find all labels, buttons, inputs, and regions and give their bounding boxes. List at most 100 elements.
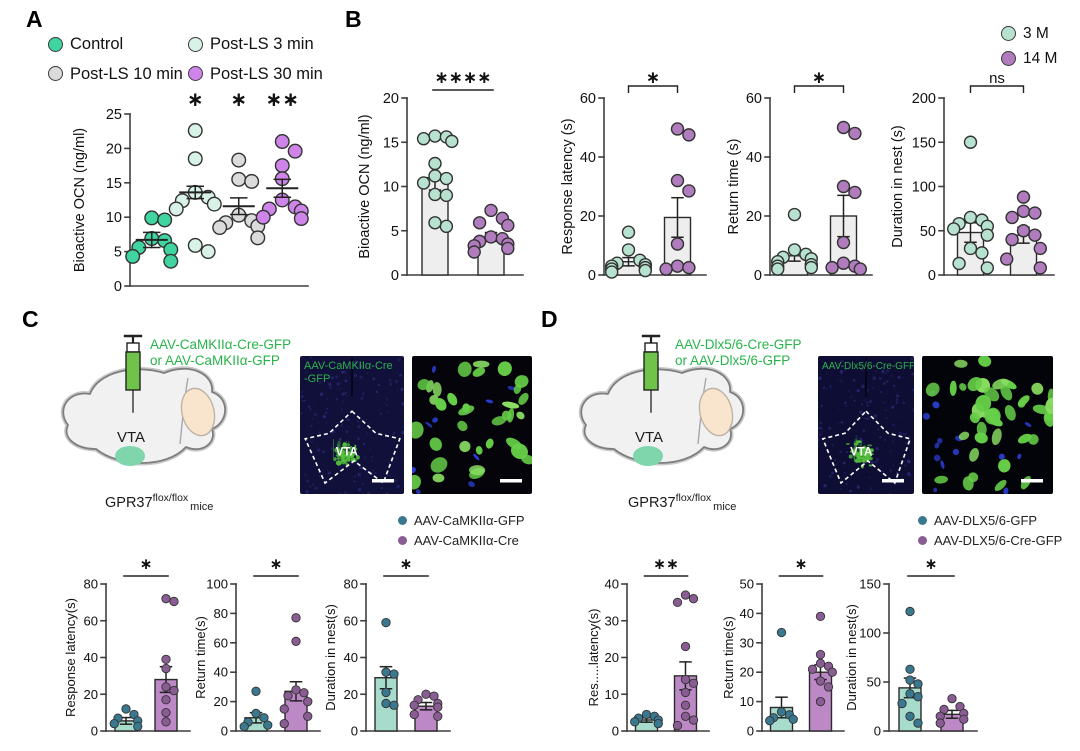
svg-text:10: 10 bbox=[106, 210, 122, 226]
svg-text:60: 60 bbox=[343, 613, 358, 628]
svg-text:0: 0 bbox=[221, 724, 228, 739]
svg-text:80: 80 bbox=[343, 577, 358, 592]
injection-line2: or AAV-Dlx5/6-GFP bbox=[675, 353, 791, 368]
chart-svg: 0 50 100 150 200 Duration in nest (s) ns bbox=[890, 70, 1055, 284]
legend-item-post-ls-30: Post-LS 30 min bbox=[188, 64, 323, 83]
legend-item-3m: 3 M bbox=[1001, 26, 1057, 42]
svg-text:15: 15 bbox=[106, 176, 122, 192]
svg-text:100: 100 bbox=[912, 180, 936, 196]
svg-text:Return time(s): Return time(s) bbox=[193, 616, 208, 699]
svg-text:40: 40 bbox=[343, 650, 358, 665]
legend-label: AAV-DLX5/6-GFP bbox=[934, 513, 1038, 528]
post-ls-30-dot-icon bbox=[188, 66, 203, 82]
injection-line1: AAV-CaMKIIα-Cre-GFP bbox=[150, 337, 292, 352]
panel-d-label: D bbox=[541, 306, 558, 332]
svg-text:0: 0 bbox=[114, 279, 122, 295]
svg-text:5: 5 bbox=[114, 245, 122, 261]
mouse-line-label-c: GPR37flox/floxmice bbox=[105, 492, 214, 513]
svg-text:80: 80 bbox=[83, 577, 98, 592]
control-dot-icon bbox=[48, 36, 63, 52]
svg-text:0: 0 bbox=[754, 268, 762, 284]
legend-item-camk-cre: AAV-CaMKIIα-Cre bbox=[398, 534, 525, 547]
legend-label: Post-LS 3 min bbox=[210, 35, 314, 53]
svg-text:20: 20 bbox=[604, 650, 619, 665]
svg-text:∗: ∗ bbox=[925, 558, 938, 573]
svg-text:0: 0 bbox=[612, 724, 619, 739]
svg-text:Return time (s): Return time (s) bbox=[726, 139, 742, 235]
cre-dot-icon bbox=[918, 536, 927, 545]
panel-c-legend: AAV-CaMKIIα-GFP AAV-CaMKIIα-Cre bbox=[398, 514, 525, 547]
legend-item-dlx-gfp: AAV-DLX5/6-GFP bbox=[918, 514, 1062, 527]
legend-item-control: Control bbox=[48, 36, 188, 53]
svg-text:20: 20 bbox=[383, 91, 399, 107]
svg-text:0: 0 bbox=[391, 268, 399, 284]
svg-text:∗: ∗ bbox=[812, 68, 826, 87]
panel-b-label: B bbox=[345, 6, 362, 32]
legend-label: Post-LS 10 min bbox=[70, 64, 183, 83]
chart-svg: 0 10 20 30 40 Res.....latency(s) ∗∗ bbox=[586, 558, 710, 739]
svg-text:60: 60 bbox=[213, 635, 228, 650]
svg-text:40: 40 bbox=[746, 150, 762, 166]
injection-line2: or AAV-CaMKIIα-GFP bbox=[150, 353, 280, 368]
svg-text:50: 50 bbox=[739, 577, 754, 592]
svg-text:∗∗∗∗: ∗∗∗∗ bbox=[435, 68, 492, 87]
chart-svg: 0 5 10 15 20 Bioactive OCN (ng/ml) ∗∗∗∗ bbox=[357, 68, 524, 284]
svg-text:VTA: VTA bbox=[635, 429, 663, 446]
svg-text:20: 20 bbox=[343, 687, 358, 702]
svg-text:∗: ∗ bbox=[270, 558, 283, 573]
brain-syringe-svg: VTA bbox=[60, 334, 228, 466]
svg-text:20: 20 bbox=[213, 694, 228, 709]
chart-svg: 0 20 40 60 Return time (s) ∗ bbox=[726, 68, 873, 284]
mice-suffix: mice bbox=[713, 500, 737, 513]
mouse-line-label-d: GPR37flox/floxmice bbox=[628, 492, 737, 513]
panel-d-legend: AAV-DLX5/6-GFP AAV-DLX5/6-Cre-GFP bbox=[918, 514, 1062, 547]
svg-text:100: 100 bbox=[206, 577, 228, 592]
gfp-dot-icon bbox=[918, 516, 927, 525]
panel-a-legend: Control Post-LS 3 min Post-LS 10 min Pos… bbox=[48, 36, 323, 82]
chart-c-duration-in-nest: 0 20 40 60 80 Duration in nest(s) ∗ bbox=[322, 558, 452, 740]
svg-text:AAV-Dlx5/6-Cre-GFP: AAV-Dlx5/6-Cre-GFP bbox=[822, 361, 914, 372]
svg-text:0: 0 bbox=[588, 268, 596, 284]
svg-text:Return time(s): Return time(s) bbox=[721, 616, 736, 699]
svg-text:Duration in nest (s): Duration in nest (s) bbox=[890, 125, 906, 248]
chart-svg: 0 20 40 60 80 Duration in nest(s) ∗ bbox=[323, 558, 451, 739]
svg-text:60: 60 bbox=[580, 91, 596, 107]
chart-svg: 0 10 20 30 40 50 Return time(s) ∗ bbox=[721, 558, 845, 739]
chart-d-duration-in-nest: 0 50 100 150 Duration in nest(s) ∗ bbox=[843, 558, 979, 740]
chart-d-response-latency: 0 10 20 30 40 Res.....latency(s) ∗∗ bbox=[585, 558, 711, 740]
panel-a-label: A bbox=[26, 6, 43, 32]
legend-label: Post-LS 30 min bbox=[210, 64, 323, 83]
micrograph-c-cells-zoom bbox=[412, 356, 532, 494]
micrograph-svg: VTA AAV-Dlx5/6-Cre-GFP bbox=[818, 356, 914, 494]
chart-c-return-time: 0 20 40 60 80 100 Return time(s) ∗ bbox=[192, 558, 322, 740]
post-ls-3-dot-icon bbox=[188, 36, 203, 52]
mice-suffix: mice bbox=[190, 500, 214, 513]
legend-item-14m: 14 M bbox=[1001, 50, 1057, 67]
svg-text:VTA: VTA bbox=[336, 446, 358, 458]
gene-name: GPR37 bbox=[105, 494, 153, 511]
svg-text:5: 5 bbox=[391, 224, 399, 240]
chart-c-response-latency: 0 20 40 60 80 Response latency(s) ∗ bbox=[62, 558, 192, 740]
svg-text:80: 80 bbox=[213, 606, 228, 621]
micrograph-svg bbox=[412, 356, 532, 494]
chart-b-bioactive-ocn: 0 5 10 15 20 Bioactive OCN (ng/ml) ∗∗∗∗ bbox=[355, 62, 525, 284]
svg-text:Duration in nest(s): Duration in nest(s) bbox=[844, 604, 859, 711]
svg-text:∗: ∗ bbox=[646, 68, 660, 87]
gfp-dot-icon bbox=[398, 516, 407, 525]
chart-b-response-latency: 0 20 40 60 Response latency (s) ∗ bbox=[558, 62, 708, 284]
post-ls-10-dot-icon bbox=[48, 66, 63, 82]
micrograph-c-vta-section: VTA AAV-CaMKIIα-Cre -GFP bbox=[300, 356, 404, 494]
injection-label-d: AAV-Dlx5/6-Cre-GFP or AAV-Dlx5/6-GFP bbox=[675, 337, 802, 369]
svg-text:40: 40 bbox=[580, 150, 596, 166]
chart-a-bioactive-ocn: 0 5 10 15 20 25 Bioactive OCN (ng/ml) ∗ ∗ ∗∗ bbox=[70, 88, 310, 295]
micrograph-d-cells-zoom bbox=[922, 356, 1053, 494]
svg-text:60: 60 bbox=[746, 91, 762, 107]
svg-text:30: 30 bbox=[739, 635, 754, 650]
svg-text:20: 20 bbox=[106, 141, 122, 157]
cre-dot-icon bbox=[398, 536, 407, 545]
panel-c-label: C bbox=[22, 306, 39, 332]
svg-text:10: 10 bbox=[604, 687, 619, 702]
